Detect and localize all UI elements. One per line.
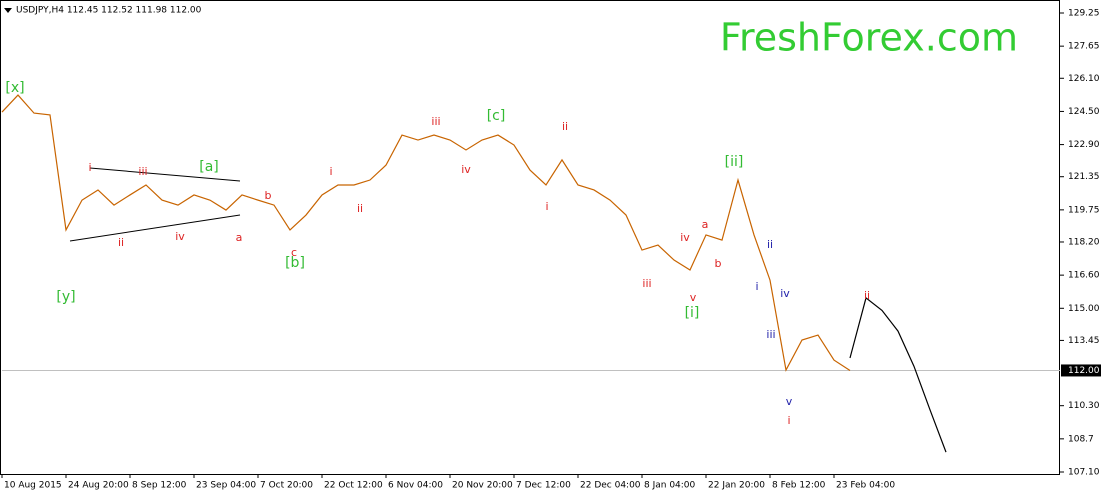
y-tick-label: 121.35 bbox=[1068, 172, 1100, 182]
x-tick-label: 24 Aug 20:00 bbox=[68, 481, 129, 491]
menu-arrow bbox=[4, 8, 12, 13]
current-price-box bbox=[1061, 364, 1101, 377]
wave-label: c bbox=[291, 246, 297, 259]
wave-label: [x] bbox=[5, 80, 24, 96]
wave-label: i bbox=[329, 165, 332, 178]
wave-label: v bbox=[786, 395, 793, 408]
x-tick-label: 10 Aug 2015 bbox=[4, 481, 62, 491]
wave-label: [b] bbox=[285, 255, 305, 271]
y-tick-label: 126.10 bbox=[1068, 74, 1100, 84]
x-tick-label: 8 Feb 12:00 bbox=[772, 481, 826, 491]
x-tick-label: 23 Feb 04:00 bbox=[836, 481, 895, 491]
wave-label: [y] bbox=[56, 289, 75, 305]
price-line bbox=[1, 94, 851, 372]
wave-label: b bbox=[265, 189, 272, 202]
y-tick-label: 110.30 bbox=[1068, 401, 1100, 411]
wave-label: ii bbox=[357, 202, 363, 215]
wave-label: a bbox=[702, 218, 709, 231]
price-line bbox=[849, 296, 947, 453]
y-tick-label: 127.65 bbox=[1068, 42, 1100, 52]
plot-frame bbox=[0, 0, 1060, 475]
y-tick-label: 122.90 bbox=[1068, 140, 1100, 150]
wave-label: [a] bbox=[199, 159, 219, 175]
wave-label: ii bbox=[118, 236, 124, 249]
y-tick-label: 119.75 bbox=[1068, 205, 1100, 215]
wave-label: iv bbox=[780, 287, 790, 300]
x-tick-label: 8 Jan 04:00 bbox=[644, 481, 696, 491]
y-tick-label: 115.00 bbox=[1068, 304, 1100, 314]
wave-label: iii bbox=[766, 328, 775, 341]
wave-label: v bbox=[690, 291, 697, 304]
wave-label: a bbox=[236, 231, 243, 244]
y-tick-label: 116.60 bbox=[1068, 271, 1100, 281]
y-tick-label: 107.10 bbox=[1068, 468, 1100, 478]
x-tick-label: 6 Nov 04:00 bbox=[388, 481, 443, 491]
y-tick-label: 124.50 bbox=[1068, 107, 1100, 117]
triangle-line bbox=[69, 214, 241, 242]
wave-label: i bbox=[755, 280, 758, 293]
wave-label: i bbox=[545, 200, 548, 213]
wave-label: i bbox=[787, 414, 790, 427]
wave-label: ii bbox=[767, 238, 773, 251]
wave-label: [ii] bbox=[725, 154, 744, 170]
wave-label: iii bbox=[642, 277, 651, 290]
y-tick-label: 113.45 bbox=[1068, 336, 1100, 346]
x-tick-label: 7 Oct 20:00 bbox=[260, 481, 313, 491]
wave-label: iv bbox=[175, 230, 185, 243]
triangle-line bbox=[89, 167, 241, 182]
wave-label: b bbox=[715, 257, 722, 270]
x-tick-label: 23 Sep 04:00 bbox=[196, 481, 256, 491]
x-tick-label: 20 Nov 20:00 bbox=[452, 481, 513, 491]
x-tick-label: 22 Dec 04:00 bbox=[580, 481, 641, 491]
wave-label: [c] bbox=[487, 108, 506, 124]
wave-label: [i] bbox=[685, 305, 700, 321]
wave-label: ii bbox=[864, 289, 870, 302]
wave-label: i bbox=[88, 161, 91, 174]
wave-label: iv bbox=[680, 231, 690, 244]
watermark: FreshForex.com bbox=[720, 16, 1018, 60]
y-tick-label: 118.20 bbox=[1068, 237, 1100, 247]
current-price-label: 112.00 bbox=[1068, 366, 1100, 376]
x-tick-label: 22 Oct 12:00 bbox=[324, 481, 383, 491]
y-tick-label: 129.25 bbox=[1068, 9, 1100, 19]
header: USDJPY,H4 112.45 112.52 111.98 112.00 bbox=[16, 6, 202, 16]
x-tick-label: 7 Dec 12:00 bbox=[516, 481, 571, 491]
wave-label: iv bbox=[461, 163, 471, 176]
x-tick-label: 22 Jan 20:00 bbox=[708, 481, 765, 491]
wave-label: iii bbox=[431, 115, 440, 128]
wave-label: iii bbox=[138, 165, 147, 178]
y-tick-label: 108.7 bbox=[1068, 434, 1094, 444]
x-tick-label: 8 Sep 12:00 bbox=[132, 481, 187, 491]
wave-label: ii bbox=[562, 120, 568, 133]
